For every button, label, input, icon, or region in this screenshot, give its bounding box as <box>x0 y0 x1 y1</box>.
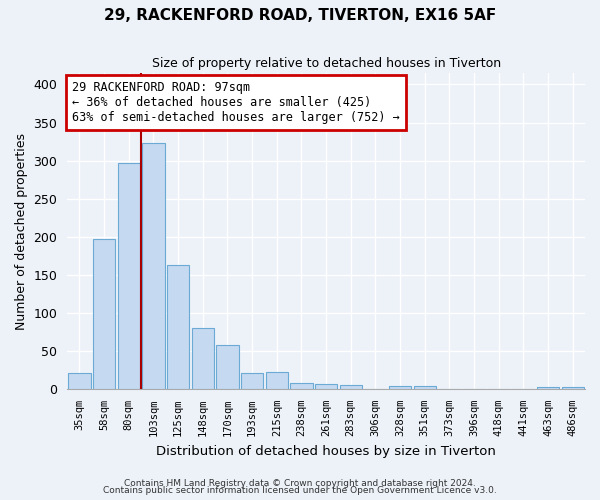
Bar <box>191 328 214 389</box>
Bar <box>93 239 115 389</box>
Bar <box>167 265 189 389</box>
X-axis label: Distribution of detached houses by size in Tiverton: Distribution of detached houses by size … <box>156 444 496 458</box>
Y-axis label: Number of detached properties: Number of detached properties <box>15 132 28 330</box>
Bar <box>142 143 164 389</box>
Title: Size of property relative to detached houses in Tiverton: Size of property relative to detached ho… <box>152 58 500 70</box>
Bar <box>266 372 288 389</box>
Bar <box>340 385 362 389</box>
Bar <box>562 386 584 389</box>
Bar <box>217 345 239 389</box>
Bar <box>241 373 263 389</box>
Bar <box>413 386 436 389</box>
Text: Contains HM Land Registry data © Crown copyright and database right 2024.: Contains HM Land Registry data © Crown c… <box>124 478 476 488</box>
Text: 29, RACKENFORD ROAD, TIVERTON, EX16 5AF: 29, RACKENFORD ROAD, TIVERTON, EX16 5AF <box>104 8 496 22</box>
Bar <box>290 383 313 389</box>
Bar <box>68 373 91 389</box>
Bar <box>315 384 337 389</box>
Text: 29 RACKENFORD ROAD: 97sqm
← 36% of detached houses are smaller (425)
63% of semi: 29 RACKENFORD ROAD: 97sqm ← 36% of detac… <box>73 81 400 124</box>
Bar <box>389 386 411 389</box>
Bar <box>118 163 140 389</box>
Bar <box>537 386 559 389</box>
Text: Contains public sector information licensed under the Open Government Licence v3: Contains public sector information licen… <box>103 486 497 495</box>
